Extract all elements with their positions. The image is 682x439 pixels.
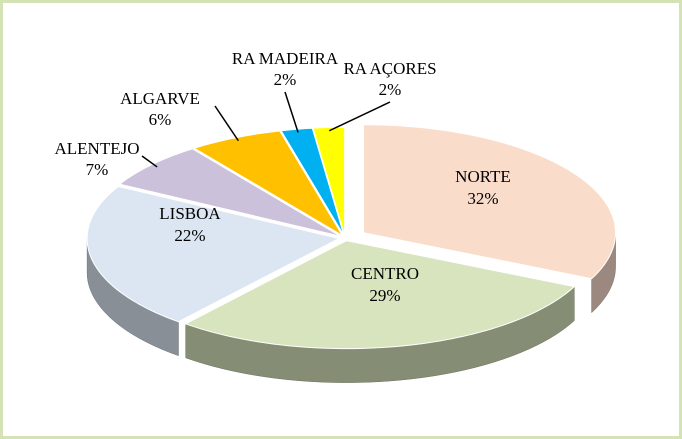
leader-line: [141, 155, 158, 168]
slice-category-label: ALGARVE: [120, 89, 200, 108]
slice-value-label: 22%: [174, 226, 205, 245]
pie-slice: [363, 124, 617, 280]
leader-line: [214, 105, 239, 142]
slice-value-label: 32%: [467, 189, 498, 208]
slice-value-label: 29%: [369, 286, 400, 305]
slice-category-label: LISBOA: [159, 204, 221, 223]
slice-value-label: 7%: [86, 160, 109, 179]
leader-line: [284, 91, 299, 133]
leader-line: [328, 101, 391, 132]
pie-slice: [312, 126, 346, 236]
pie-tops: [86, 124, 617, 350]
slice-value-label: 2%: [379, 80, 402, 99]
pie-labels: NORTE 32% CENTRO 29% LISBOA 22% ALENTEJO 7% ALGA…: [55, 49, 511, 305]
slice-category-label: NORTE: [455, 167, 511, 186]
pie-slice: [184, 240, 576, 350]
pie-slice: [193, 130, 343, 236]
slice-category-label: RA AÇORES: [343, 59, 436, 78]
pie-slice: [86, 185, 341, 323]
slice-category-label: CENTRO: [351, 264, 419, 283]
slice-category-label: ALENTEJO: [55, 139, 140, 158]
slice-value-label: 2%: [274, 70, 297, 89]
slice-category-label: RA MADEIRA: [232, 49, 339, 68]
slice-value-label: 6%: [149, 110, 172, 129]
pie-slice: [118, 148, 341, 237]
